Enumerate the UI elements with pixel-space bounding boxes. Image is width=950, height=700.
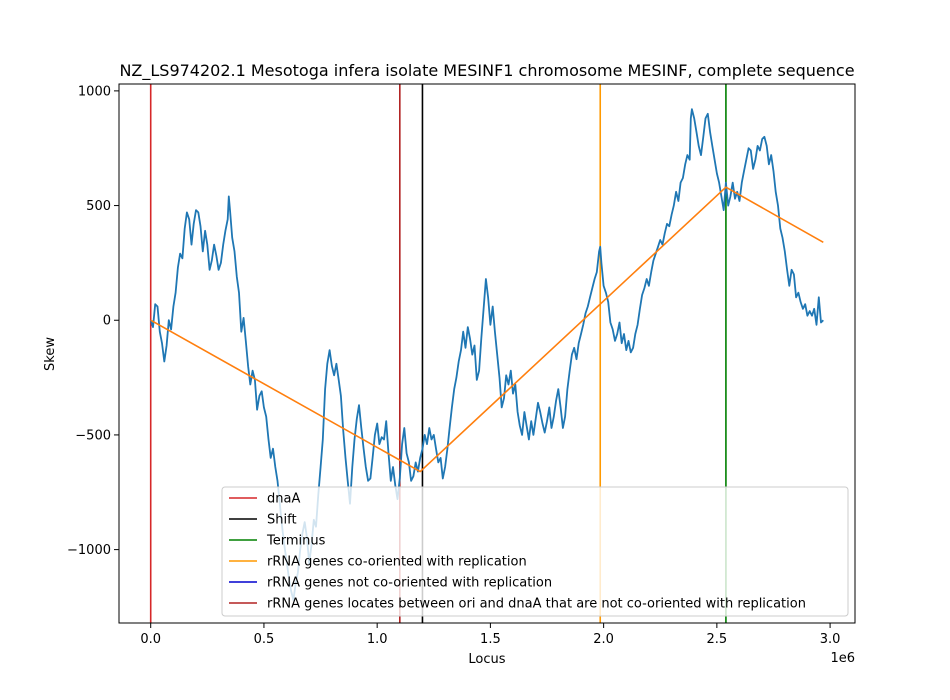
y-axis: −1000 −500 0 500 1000 bbox=[67, 84, 119, 558]
legend-label: rRNA genes locates between ori and dnaA … bbox=[267, 597, 806, 612]
series-layer bbox=[149, 108, 824, 601]
x-tick-label: 2.0 bbox=[593, 632, 614, 647]
legend-box bbox=[221, 486, 849, 617]
x-tick-label: 1.0 bbox=[367, 632, 388, 647]
x-axis-label: Locus bbox=[468, 652, 505, 667]
fit-line bbox=[150, 186, 824, 473]
x-axis: 0.0 0.5 1.0 1.5 2.0 2.5 3.0 bbox=[140, 623, 840, 647]
legend-label: rRNA genes not co-oriented with replicat… bbox=[267, 576, 552, 591]
x-offset-label: 1e6 bbox=[830, 651, 855, 666]
y-tick-label: 500 bbox=[86, 199, 111, 214]
x-tick-label: 1.5 bbox=[480, 632, 501, 647]
x-tick-label: 0.0 bbox=[140, 632, 161, 647]
y-tick-label: −500 bbox=[75, 428, 111, 443]
y-tick-label: −1000 bbox=[67, 543, 111, 558]
legend-label: dnaA bbox=[267, 492, 300, 507]
y-tick-label: 0 bbox=[103, 314, 111, 329]
y-axis-label: Skew bbox=[43, 337, 58, 371]
legend-label: rRNA genes co-oriented with replication bbox=[267, 555, 527, 570]
legend: dnaA Shift Terminus rRNA genes co-oriented … bbox=[221, 486, 849, 617]
x-tick-label: 3.0 bbox=[820, 632, 841, 647]
skew-line bbox=[149, 108, 824, 601]
y-tick-label: 1000 bbox=[78, 84, 111, 99]
chart-title: NZ_LS974202.1 Mesotoga infera isolate ME… bbox=[119, 61, 854, 81]
x-tick-label: 2.5 bbox=[707, 632, 728, 647]
plot-frame bbox=[118, 83, 856, 624]
x-tick-label: 0.5 bbox=[254, 632, 275, 647]
legend-label: Shift bbox=[267, 513, 297, 528]
legend-label: Terminus bbox=[266, 534, 326, 549]
plot-area bbox=[149, 84, 824, 623]
